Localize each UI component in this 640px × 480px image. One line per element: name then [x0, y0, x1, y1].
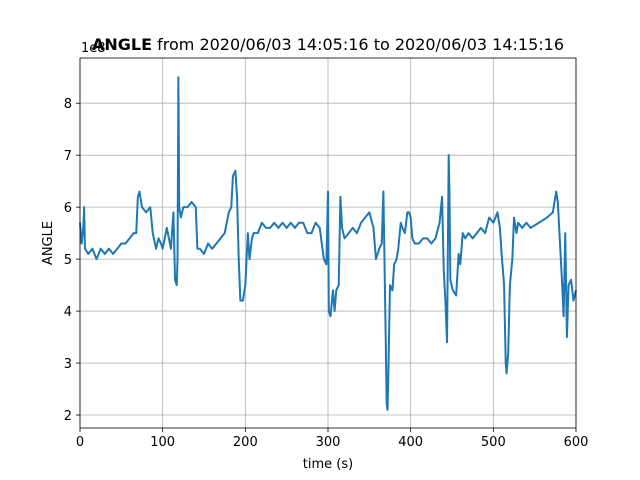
title-bold: ANGLE [92, 35, 152, 54]
chart-title: ANGLE from 2020/06/03 14:05:16 to 2020/0… [92, 35, 564, 54]
x-tick-label: 0 [76, 435, 84, 450]
x-tick-label: 300 [316, 435, 341, 450]
y-tick-label: 4 [64, 305, 72, 320]
y-tick-label: 6 [64, 201, 72, 216]
y-tick-label: 8 [64, 97, 72, 112]
y-tick-label: 2 [64, 409, 72, 424]
data-line [79, 76, 577, 411]
x-tick-label: 400 [398, 435, 423, 450]
y-tick-label: 3 [64, 357, 72, 372]
x-tick-label: 500 [481, 435, 506, 450]
y-offset-label: 1e8 [81, 41, 106, 56]
x-axis-label: time (s) [303, 457, 353, 472]
y-axis-label: ANGLE [41, 221, 56, 265]
x-tick-label: 200 [233, 435, 258, 450]
plot-frame [79, 57, 577, 429]
x-tick-label: 100 [150, 435, 175, 450]
title-rest: from 2020/06/03 14:05:16 to 2020/06/03 1… [152, 35, 564, 54]
y-tick-label: 7 [64, 149, 72, 164]
y-tick-label: 5 [64, 253, 72, 268]
x-tick-label: 600 [564, 435, 589, 450]
